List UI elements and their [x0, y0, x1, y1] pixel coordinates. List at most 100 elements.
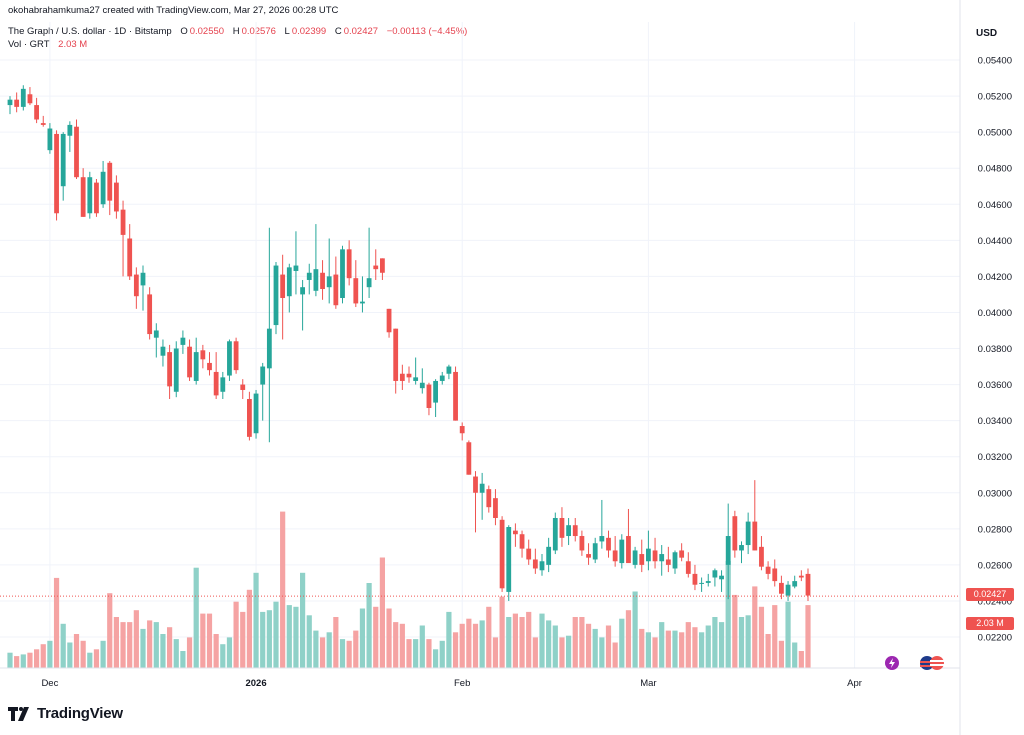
open-value: 0.02550 [189, 26, 225, 37]
candle-body [486, 489, 492, 508]
volume-bar [399, 623, 405, 668]
volume-bar [712, 617, 718, 668]
candle-body [380, 258, 385, 273]
volume-bar [426, 639, 432, 668]
volume-value: 2.03 M [58, 39, 88, 50]
candle-body [147, 294, 153, 335]
y-tick-label: 0.02400 [978, 596, 1012, 607]
candle-body [67, 124, 73, 136]
candle-body [552, 517, 558, 551]
candle-body [519, 534, 525, 549]
volume-bar [625, 610, 632, 668]
candle-body [260, 366, 266, 385]
candle-body [559, 517, 565, 538]
x-tick-label: Mar [640, 678, 656, 689]
candle-body [393, 328, 399, 381]
volume-bar [133, 610, 139, 668]
candle-body [34, 105, 39, 120]
volume-bar [639, 628, 645, 668]
last-volume-label: 2.03 M [966, 617, 1014, 630]
volume-bar [566, 635, 572, 668]
y-tick-label: 0.05400 [978, 56, 1012, 67]
volume-bar [339, 639, 346, 668]
volume-bar [293, 606, 299, 668]
candle-body [200, 350, 206, 360]
candle-body [373, 265, 379, 270]
low-value: 0.02399 [291, 26, 327, 37]
volume-bar [7, 652, 13, 668]
candle-body [180, 337, 186, 345]
candle-body [346, 249, 352, 279]
volume-bar [200, 613, 206, 668]
y-tick-label: 0.03600 [978, 380, 1012, 391]
volume-bar [645, 632, 651, 668]
candle-body [612, 550, 618, 562]
brand-name: TradingView [37, 705, 123, 722]
candle-body [526, 548, 532, 560]
candle-body [626, 536, 631, 564]
volume-bar [718, 622, 725, 668]
candle-body [94, 182, 99, 214]
candle-body [459, 426, 465, 434]
volume-bar [319, 637, 326, 668]
candle-body [453, 371, 458, 421]
volume-bar [333, 617, 339, 668]
calendar-flag-icon[interactable] [930, 656, 944, 670]
volume-bar [87, 652, 93, 668]
candle-body [333, 274, 339, 306]
candle-body [759, 546, 764, 567]
volume-bar [313, 630, 319, 668]
symbol-title: The Graph / U.S. dollar · 1D · Bitstamp [8, 26, 172, 37]
volume-bar [592, 628, 598, 668]
volume-bar [47, 640, 53, 668]
candle-body [473, 476, 478, 493]
volume-bar [652, 637, 658, 668]
volume-bar [147, 620, 153, 668]
candle-body [546, 546, 552, 565]
tradingview-logo-icon [8, 706, 29, 721]
low-label: L [284, 26, 290, 37]
tradingview-brand[interactable]: TradingView [8, 705, 123, 722]
candle-body [692, 573, 698, 585]
volume-bar [253, 572, 259, 668]
volume-bar [572, 617, 578, 668]
volume-bar [585, 623, 592, 668]
candle-body [419, 382, 425, 389]
symbol-ohlc-row: The Graph / U.S. dollar · 1D · Bitstamp … [8, 26, 469, 37]
volume-bar [386, 608, 392, 668]
volume-bar [213, 634, 219, 668]
volume-bar [659, 622, 665, 668]
candle-body [433, 380, 438, 403]
currency-label: USD [976, 28, 998, 39]
volume-bar [413, 639, 419, 668]
volume-bar [100, 640, 106, 668]
volume-bar [785, 601, 791, 668]
volume-bar [60, 623, 66, 668]
volume-bar [532, 637, 538, 668]
volume-bar [379, 557, 385, 668]
candle-body [386, 308, 392, 333]
candle-body [54, 133, 59, 214]
candle-body [652, 550, 658, 562]
candle-body [340, 249, 345, 299]
candle-body [745, 521, 751, 546]
volume-bar [446, 611, 452, 668]
byline: okohabrahamkuma27 created with TradingVi… [8, 5, 339, 16]
candle-body [632, 550, 638, 565]
y-tick-label: 0.03200 [978, 452, 1012, 463]
volume-bar [765, 634, 771, 668]
volume-bar [738, 617, 745, 668]
lightning-icon[interactable] [885, 656, 899, 670]
candle-body [446, 366, 452, 374]
volume-bar [732, 594, 738, 668]
y-tick-label: 0.04000 [978, 308, 1012, 319]
candle-body [705, 581, 711, 583]
volume-bar [113, 617, 119, 668]
candle-body [805, 573, 811, 596]
volume-bar [519, 617, 525, 668]
volume-bar [14, 656, 20, 668]
volume-bar [127, 622, 133, 668]
candle-body [592, 543, 598, 560]
close-value: 0.02427 [343, 26, 379, 37]
